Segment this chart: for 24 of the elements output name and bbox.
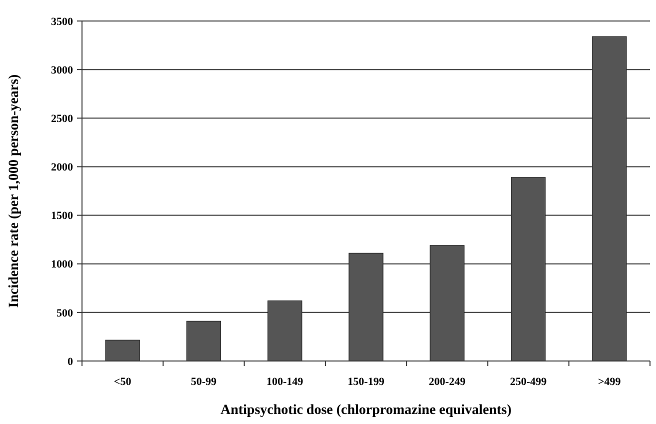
y-tick-label: 2000 xyxy=(51,162,74,174)
bar xyxy=(592,36,627,362)
y-tick-label: 0 xyxy=(68,356,74,368)
x-tick-label: 150-199 xyxy=(348,376,385,388)
y-tick-label: 1000 xyxy=(51,258,74,271)
x-tick-label: 100-149 xyxy=(266,376,304,388)
bar xyxy=(105,340,140,362)
bar xyxy=(268,300,302,362)
y-tick-label: 1500 xyxy=(51,210,74,222)
y-tick-label: 500 xyxy=(56,307,74,320)
y-axis-title: Incidence rate (per 1,000 person-years) xyxy=(7,74,22,308)
y-tick-label: 3000 xyxy=(51,64,74,76)
bar xyxy=(430,245,464,362)
y-tick-label: 2500 xyxy=(51,112,74,125)
bar xyxy=(186,320,222,362)
x-tick-label: >499 xyxy=(598,376,622,388)
x-axis-title: Antipsychotic dose (chlorpromazine equivalents) xyxy=(220,403,512,418)
bar xyxy=(510,177,546,362)
y-tick-label: 3500 xyxy=(51,16,74,28)
x-tick-label: <50 xyxy=(114,376,132,388)
x-tick-label: 250-499 xyxy=(510,376,548,388)
x-tick-label: 50-99 xyxy=(190,376,218,388)
x-tick-label: 200-249 xyxy=(428,376,466,388)
bar xyxy=(348,252,384,362)
